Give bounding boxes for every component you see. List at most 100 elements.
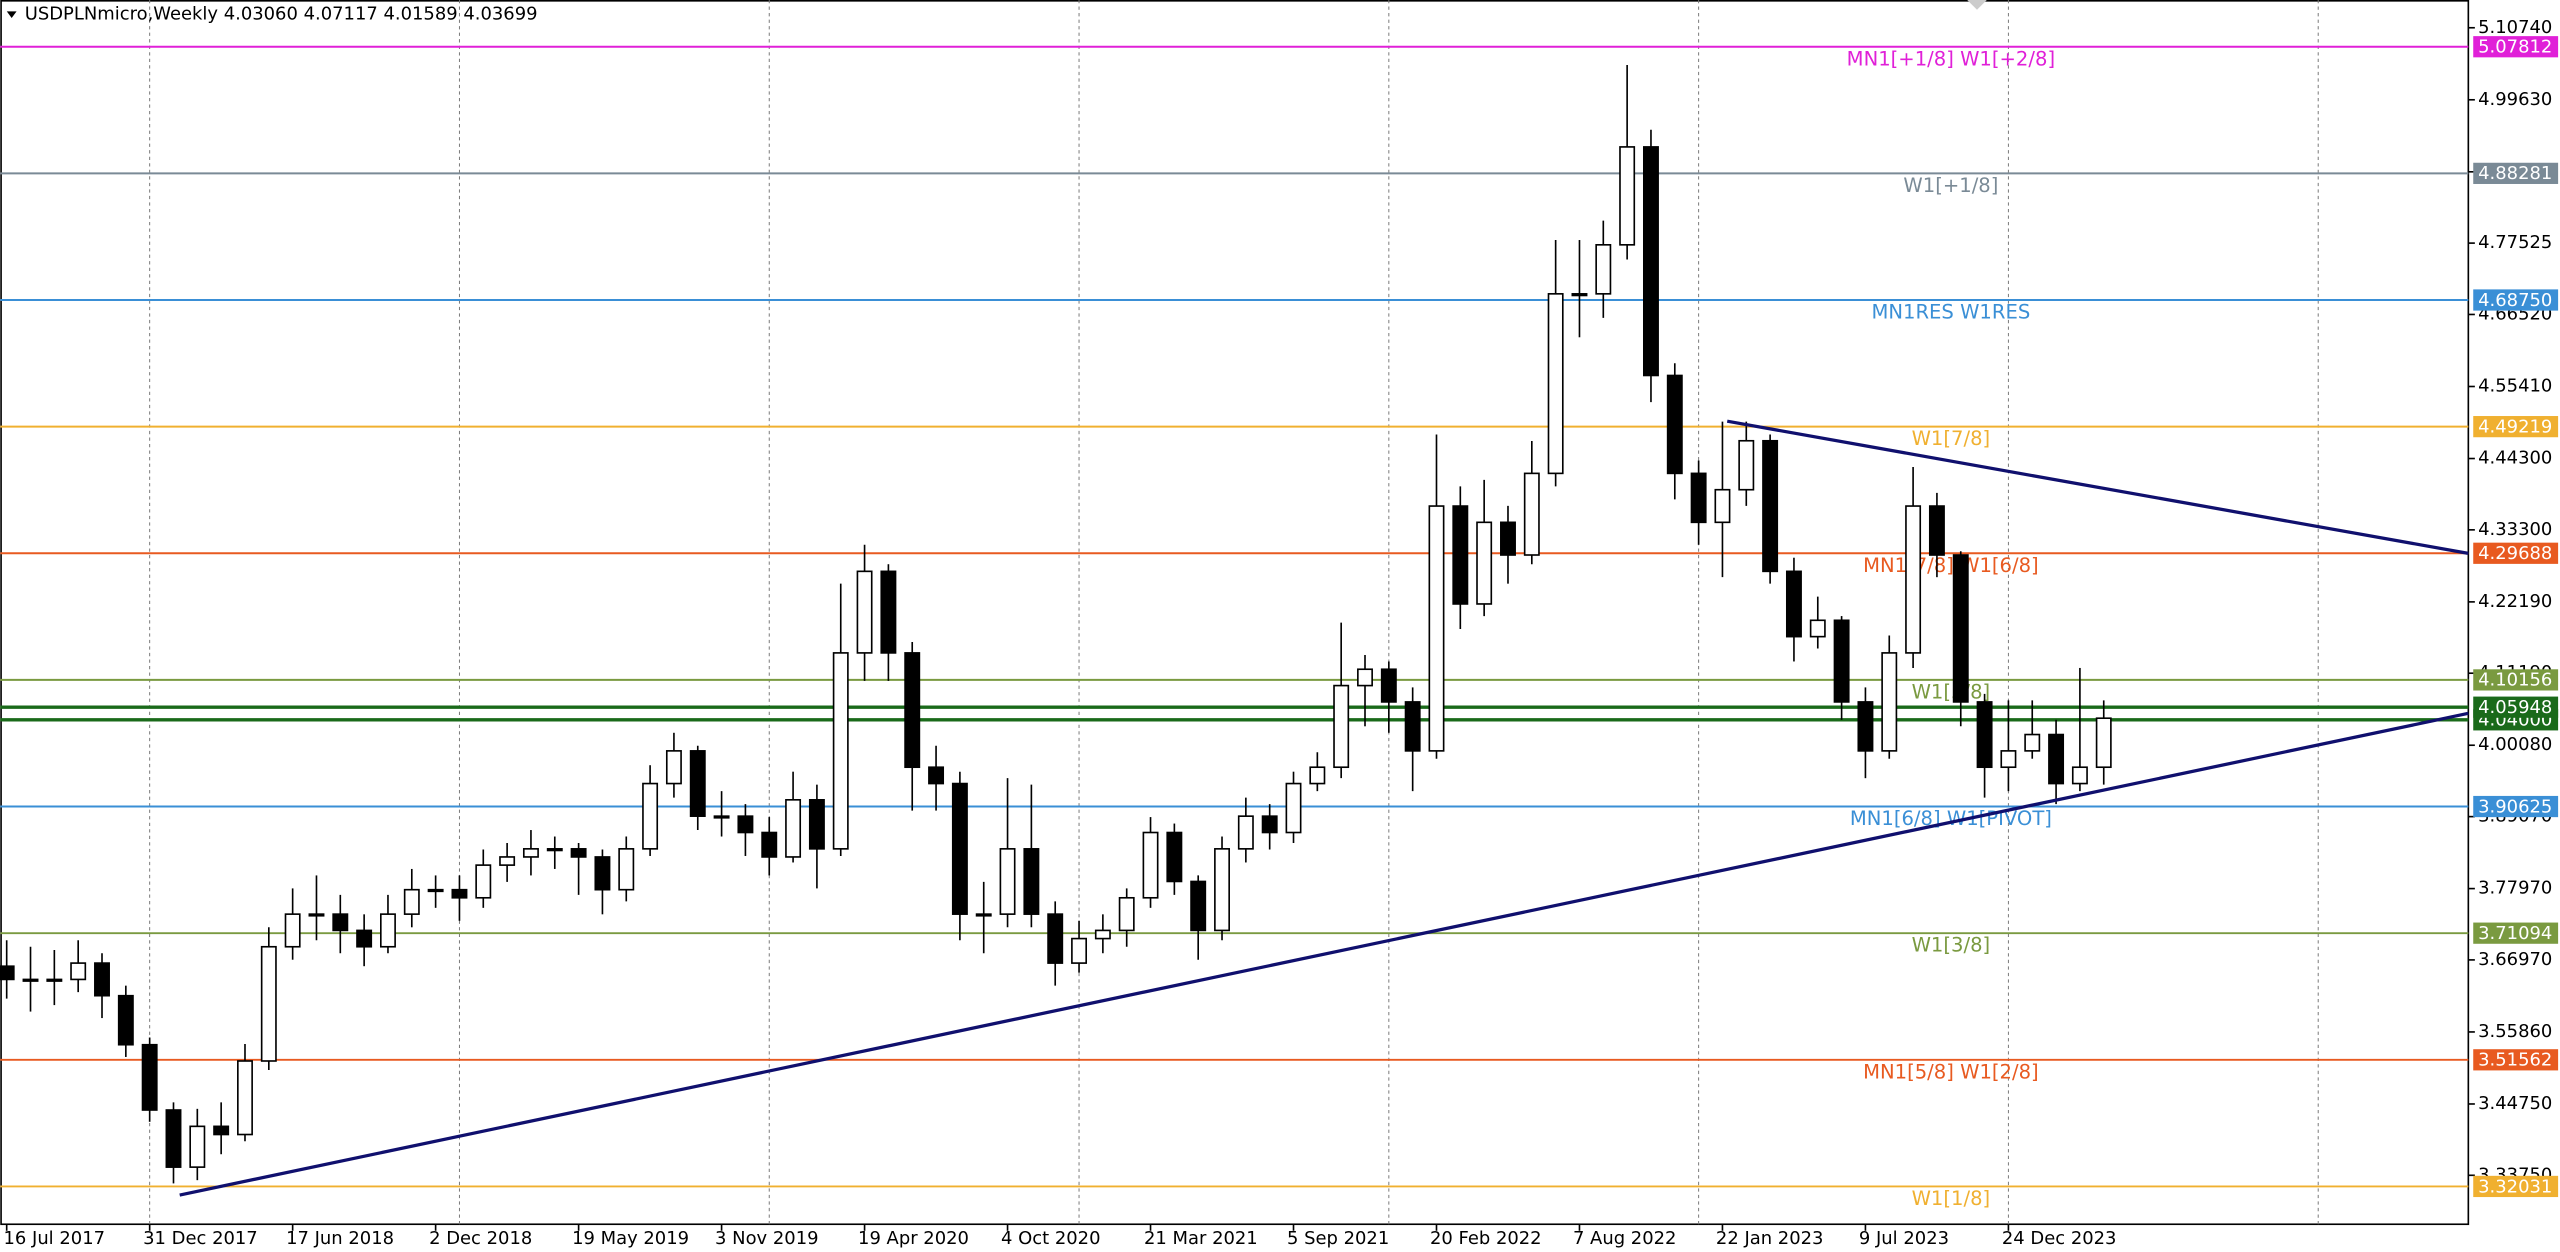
candle-body [904, 652, 921, 769]
x-tick-label: 7 Aug 2022 [1573, 1228, 1677, 1249]
candle-body [308, 913, 325, 917]
price-box-label: 4.29688 [2478, 543, 2552, 564]
candle-body [546, 848, 563, 852]
level-label: MN1[6/8] W1[PIVOT] [1850, 807, 2052, 830]
candle-body [1166, 831, 1183, 883]
y-tick-label: 4.00080 [2478, 734, 2552, 755]
x-tick-label: 9 Jul 2023 [1859, 1228, 1949, 1249]
candle-body [832, 652, 849, 850]
y-tick-label: 4.99630 [2478, 89, 2552, 110]
candles-layer [0, 64, 2112, 1184]
candle-body [1738, 439, 1755, 491]
x-tick-label: 22 Jan 2023 [1716, 1228, 1824, 1249]
candle-body [1428, 505, 1445, 752]
candle-body [1452, 505, 1469, 605]
candle-body [1928, 505, 1945, 556]
price-box [2473, 542, 2559, 564]
candle-body [117, 994, 134, 1046]
price-box-label: 4.10156 [2478, 670, 2552, 691]
candle-body [618, 848, 635, 891]
axis-layer: 16 Jul 2017 31 Dec 2017 17 Jun 2018 2 Dec 2… [4, 17, 2553, 1249]
y-tick-label: 4.55410 [2478, 375, 2552, 396]
menu-arrow[interactable] [6, 11, 17, 18]
price-box [2473, 162, 2559, 184]
price-box-label: 4.68750 [2478, 290, 2552, 311]
candle-body [1952, 554, 1969, 703]
price-box [2473, 795, 2559, 818]
candle-body [1142, 831, 1159, 899]
candle-body [880, 570, 897, 654]
x-tick-label: 16 Jul 2017 [4, 1228, 106, 1249]
candle-body [928, 766, 945, 785]
price-box [2473, 289, 2559, 311]
candle-body [1881, 652, 1898, 752]
level-label: W1[5/8] [1912, 680, 1991, 703]
candle-body [0, 965, 15, 981]
candle-body [451, 888, 468, 899]
y-tick-label: 4.44300 [2478, 448, 2552, 469]
level-label: MN1RES W1RES [1871, 301, 2030, 324]
candle-body [785, 799, 802, 858]
candle-body [1785, 570, 1802, 638]
candle-body [22, 978, 39, 982]
y-tick-label: 3.66970 [2478, 949, 2552, 970]
level-label: MN1[+1/8] W1[+2/8] [1847, 47, 2055, 70]
candle-body [737, 815, 754, 834]
candle-body [1237, 815, 1254, 850]
candle-body [1595, 244, 1612, 295]
candle-body [1666, 374, 1683, 475]
candle-body [1762, 439, 1779, 573]
y-tick-label: 4.77525 [2478, 232, 2552, 253]
price-box [2473, 922, 2559, 944]
candle-body [1285, 782, 1302, 834]
level-label: MN1[5/8] W1[2/8] [1863, 1060, 2039, 1083]
x-tick-label: 19 May 2019 [572, 1228, 689, 1249]
candle-body [522, 848, 539, 858]
candle-body [1833, 619, 1850, 703]
candle-body [1619, 146, 1636, 246]
price-box-label: 4.88281 [2478, 163, 2552, 184]
candle-body [2048, 733, 2065, 785]
price-box-label: 3.32031 [2478, 1176, 2552, 1197]
price-box-label: 5.07812 [2478, 37, 2552, 58]
candle-body [1214, 848, 1230, 932]
y-tick-label: 3.44750 [2478, 1093, 2552, 1114]
price-box-label: 3.90625 [2478, 796, 2552, 817]
x-tick-label: 2 Dec 2018 [429, 1228, 532, 1249]
candle-body [1690, 472, 1707, 524]
candle-body [2000, 750, 2017, 769]
candle-body [1714, 488, 1731, 524]
candle-body [475, 864, 492, 899]
candle-body [1571, 293, 1588, 297]
price-box-label: 4.05948 [2478, 697, 2552, 718]
x-tick-label: 4 Oct 2020 [1001, 1228, 1100, 1249]
candle-body [1023, 848, 1040, 915]
candle-body [1118, 896, 1135, 932]
candle-body [2024, 733, 2041, 752]
candle-body [165, 1109, 182, 1168]
candle-body [1905, 505, 1922, 654]
candle-body [642, 782, 659, 850]
candle-body [213, 1125, 230, 1136]
candle-body [1857, 701, 1874, 752]
candle-body [46, 978, 63, 982]
candle-body [761, 831, 778, 858]
y-tick-label: 5.10740 [2478, 17, 2552, 38]
candle-body [260, 945, 277, 1062]
candle-body [1642, 146, 1659, 377]
candle-body [1261, 815, 1278, 834]
grid-layer [149, 0, 2319, 1225]
trend-line [179, 711, 2469, 1197]
level-label: W1[+1/8] [1903, 174, 1998, 197]
candle-body [380, 913, 396, 948]
price-box [2473, 696, 2559, 718]
candle-body [2095, 717, 2112, 769]
candle-body [1500, 521, 1516, 556]
candle-body [1333, 684, 1350, 769]
level-label: MN1[7/8] W1[6/8] [1863, 554, 2039, 577]
candle-body [689, 750, 706, 817]
candle-body [665, 750, 682, 785]
